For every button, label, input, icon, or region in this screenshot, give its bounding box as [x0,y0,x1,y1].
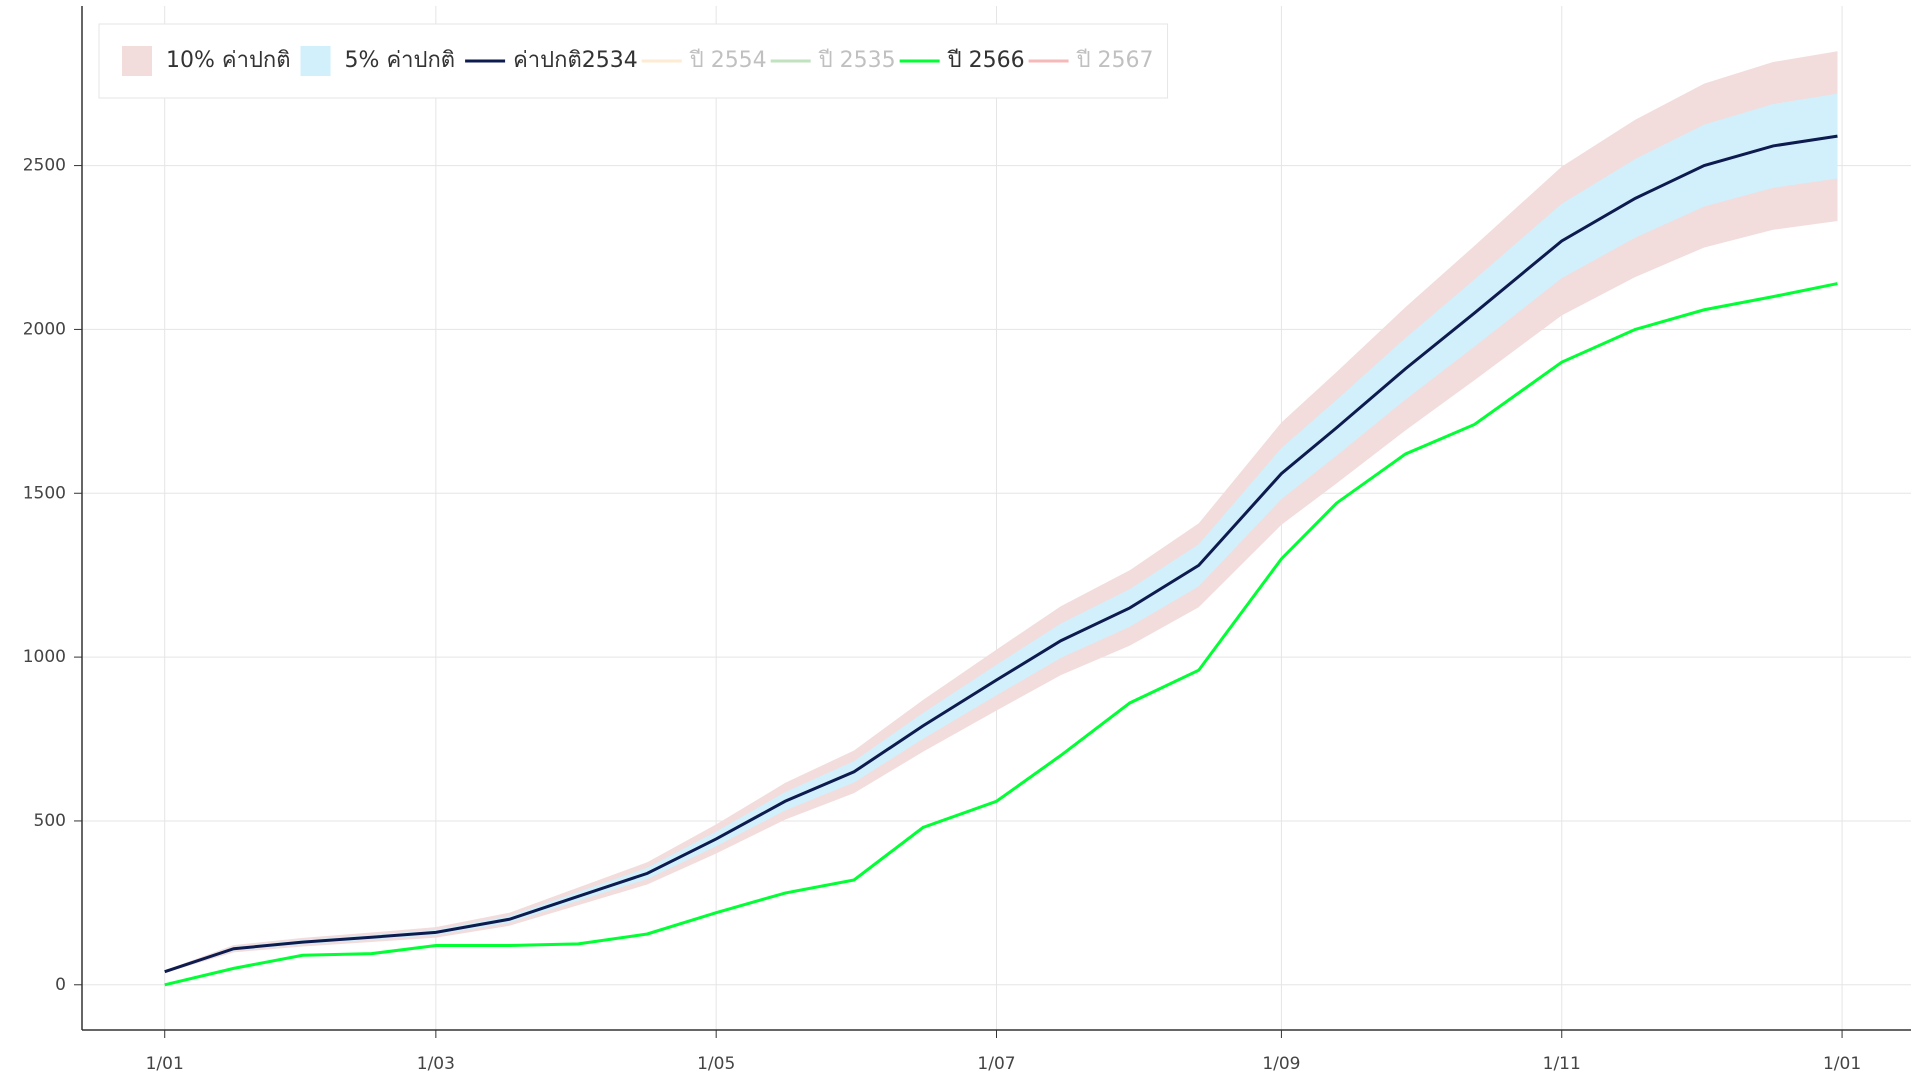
x-tick-label: 1/09 [1262,1054,1300,1074]
y-tick-label: 2500 [23,156,66,176]
x-tick-label: 1/07 [977,1054,1015,1074]
y-tick-label: 0 [55,975,66,995]
x-tick-label: 1/03 [417,1054,455,1074]
y-tick-label: 1000 [23,647,66,667]
x-tick-label: 1/01 [146,1054,184,1074]
x-tick-label: 1/11 [1543,1054,1581,1074]
legend-box [98,23,1169,99]
legend-label: 5% ค่าปกติ [345,48,456,73]
legend-label: ค่าปกติ2534 [513,48,638,73]
x-tick-label: 1/05 [697,1054,735,1074]
plot-area [82,6,1911,1030]
legend-label: 10% ค่าปกติ [166,48,291,73]
series-line [164,134,1838,974]
legend-label: ปี 2567 [1075,48,1153,73]
x-tick-label: 1/01 [1823,1054,1861,1074]
legend-swatch [300,46,331,76]
series-line [164,282,1838,987]
legend-label: ปี 2554 [689,48,767,73]
legend-swatch [122,46,152,76]
y-tick-label: 2000 [23,319,66,339]
y-tick-label: 500 [34,811,66,831]
legend-label: ปี 2566 [946,48,1024,73]
legend-label: ปี 2535 [818,48,896,73]
y-tick-label: 1500 [23,483,66,503]
